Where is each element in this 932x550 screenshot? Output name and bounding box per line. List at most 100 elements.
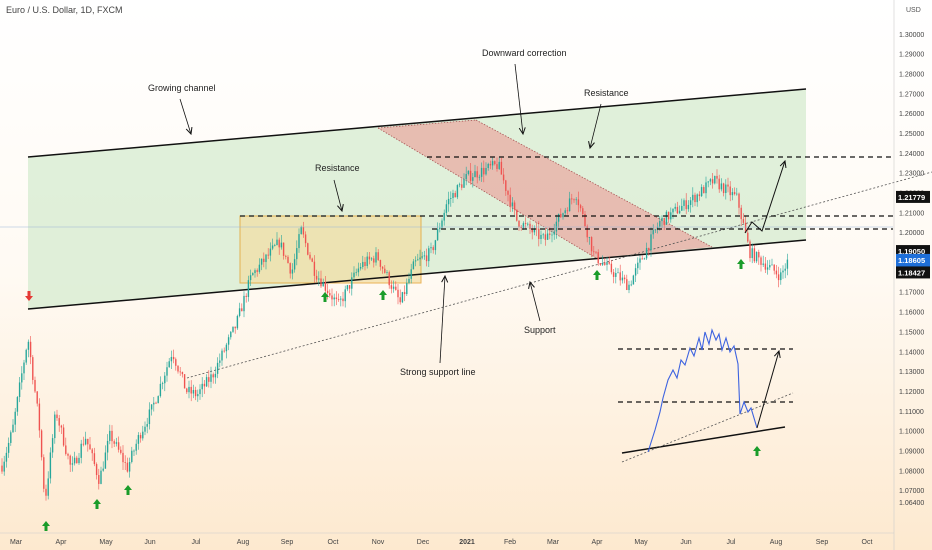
- candle-body: [304, 234, 307, 244]
- candle-body: [84, 438, 87, 445]
- candle-body: [621, 277, 624, 281]
- candle-body: [573, 199, 575, 201]
- candle-body: [518, 220, 520, 227]
- candle-body: [364, 261, 366, 267]
- candle-body: [714, 175, 716, 184]
- candle-body: [760, 257, 762, 265]
- candle-body: [769, 265, 771, 268]
- candle-body: [122, 452, 124, 463]
- candle-body: [23, 362, 25, 374]
- candle-body: [368, 256, 371, 260]
- candle-body: [542, 234, 544, 236]
- candle-body: [392, 286, 395, 289]
- candle-body: [287, 256, 289, 264]
- candle-body: [540, 234, 542, 240]
- inset-dashed-trend: [621, 392, 794, 463]
- candle-body: [172, 356, 175, 360]
- candle-body: [551, 234, 553, 236]
- candle-body: [346, 285, 349, 290]
- candle-body: [419, 257, 421, 260]
- candle-body: [62, 427, 65, 446]
- candle-body: [331, 295, 333, 300]
- candle-body: [619, 272, 621, 281]
- candle-body: [161, 383, 164, 385]
- green-up-arrow: [737, 259, 745, 269]
- candle-body: [3, 461, 5, 472]
- candle-body: [265, 254, 267, 263]
- candle-body: [722, 183, 725, 194]
- candle-body: [326, 290, 329, 294]
- candle-body: [447, 198, 450, 205]
- candle-body: [434, 240, 437, 251]
- candle-body: [474, 171, 476, 178]
- candle-body: [254, 270, 256, 274]
- candle-body: [124, 462, 126, 463]
- candle-body: [637, 262, 639, 269]
- candle-body: [335, 297, 338, 300]
- candle-body: [586, 226, 588, 238]
- candle-body: [76, 457, 78, 464]
- correction-left-edge: [377, 127, 597, 259]
- candle-body: [223, 350, 225, 352]
- candle-body: [208, 377, 210, 382]
- candle-body: [82, 443, 85, 445]
- candle-body: [18, 382, 21, 398]
- candle-body: [494, 161, 496, 165]
- x-tick-label: 2021: [459, 539, 475, 546]
- candle-body: [417, 259, 419, 261]
- candle-body: [159, 383, 162, 397]
- candle-body: [709, 179, 712, 182]
- candle-body: [729, 186, 731, 196]
- candle-body: [428, 248, 430, 262]
- candle-body: [579, 205, 582, 209]
- price-tag-level-1: 1.21779: [898, 193, 925, 202]
- candle-body: [670, 212, 672, 220]
- candle-body: [397, 289, 399, 298]
- candle-body: [577, 199, 580, 206]
- candle-body: [590, 237, 593, 252]
- candle-body: [623, 277, 626, 280]
- candle-body: [375, 252, 377, 263]
- candle-body: [487, 163, 489, 169]
- candle-body: [353, 272, 355, 278]
- y-tick-label: 1.08000: [899, 468, 924, 475]
- resistance-top-pointer: [589, 103, 602, 149]
- candle-body: [142, 431, 144, 439]
- correction-pointer: [514, 63, 524, 135]
- candle-body: [777, 274, 780, 281]
- candle-body: [458, 184, 461, 186]
- candle-body: [720, 183, 723, 190]
- candle-body: [291, 269, 294, 274]
- candle-body: [628, 284, 630, 291]
- candle-body: [566, 210, 569, 212]
- candle-body: [467, 170, 470, 175]
- candle-body: [1, 465, 3, 472]
- projected-path: [744, 160, 786, 234]
- candle-body: [546, 233, 549, 240]
- candle-body: [106, 440, 109, 453]
- candle-body: [230, 331, 232, 338]
- candle-body: [318, 278, 320, 280]
- candle-body: [357, 268, 360, 273]
- x-tick-label: Sep: [281, 539, 294, 546]
- correction-pointer-head: [518, 127, 526, 136]
- candle-body: [663, 217, 665, 225]
- candle-body: [267, 254, 269, 256]
- candle-body: [703, 187, 705, 194]
- x-tick-label: Aug: [770, 539, 783, 546]
- channel-top-line: [27, 88, 807, 158]
- y-tick-label: 1.09000: [899, 448, 924, 455]
- x-tick-label: May: [634, 539, 648, 546]
- y-tick-label: 1.11000: [899, 409, 924, 416]
- y-tick-label: 1.27000: [899, 91, 924, 98]
- candle-body: [45, 488, 47, 496]
- candle-body: [366, 256, 368, 267]
- correction-top-edge: [377, 119, 477, 129]
- candle-body: [672, 208, 674, 213]
- growing-channel-label: Growing channel: [148, 83, 216, 93]
- candle-body: [395, 286, 397, 290]
- y-tick-label: 1.14000: [899, 349, 924, 356]
- candle-body: [298, 234, 300, 249]
- candle-body: [498, 161, 500, 169]
